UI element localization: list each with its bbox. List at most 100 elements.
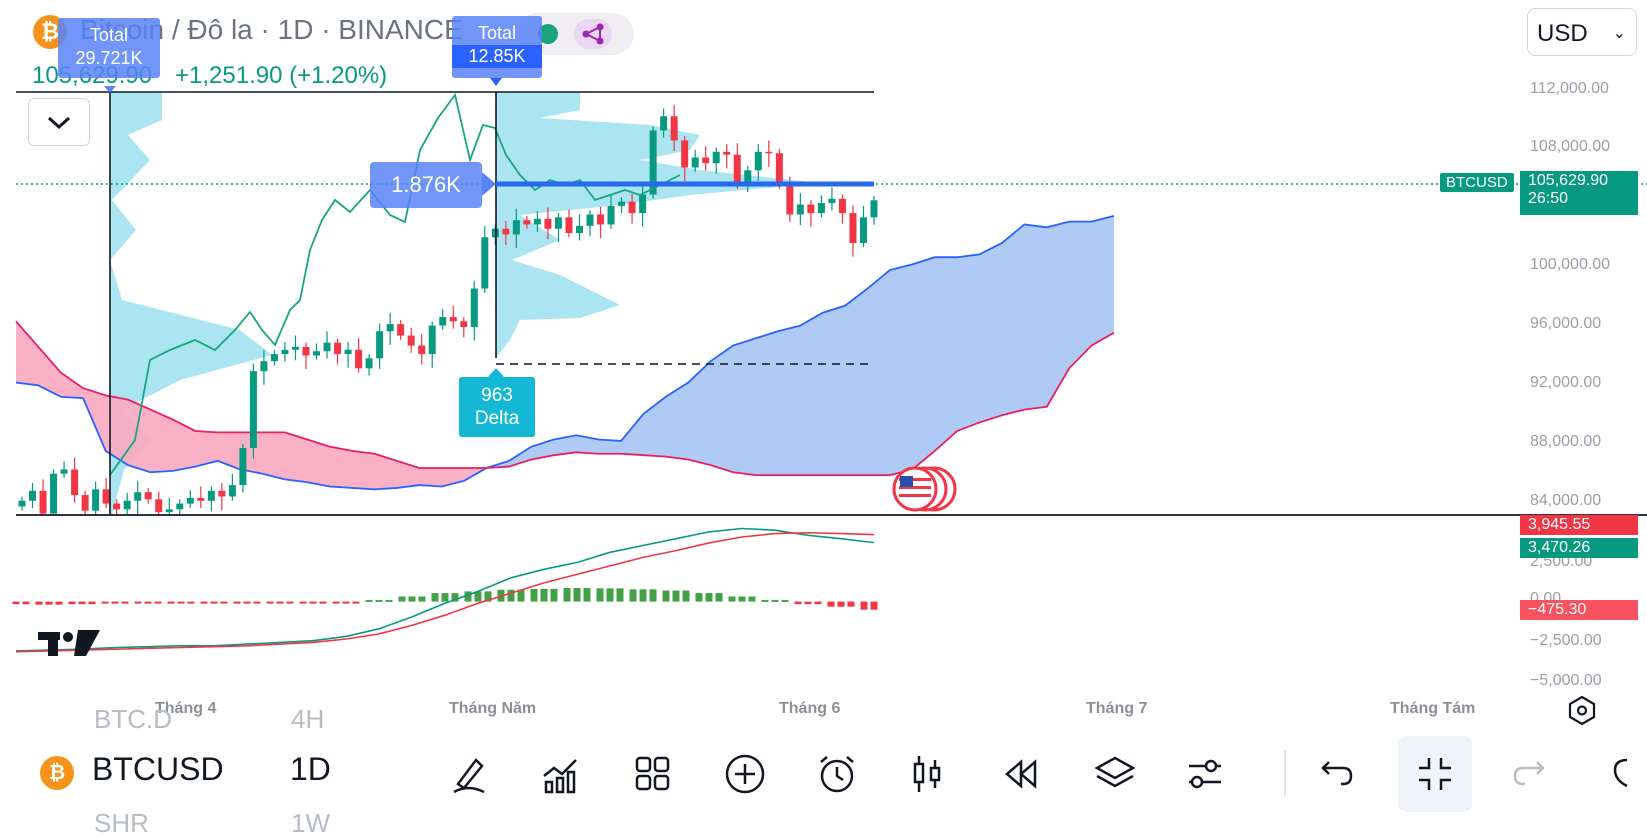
candle-body bbox=[786, 184, 794, 215]
candle-body bbox=[50, 473, 58, 514]
rewind-icon bbox=[1005, 759, 1037, 789]
candle-body bbox=[765, 151, 773, 154]
macd-value-tag: 3,945.55 bbox=[1520, 515, 1638, 535]
total-right-marker bbox=[490, 78, 502, 86]
layers-icon bbox=[1094, 756, 1136, 788]
candle-body bbox=[218, 490, 226, 497]
share-icon[interactable] bbox=[574, 19, 612, 49]
macd-histogram-bar bbox=[761, 599, 769, 602]
delta-value: 963 bbox=[481, 385, 513, 406]
btc-logo-letter: ₿ bbox=[41, 19, 59, 44]
undo-button[interactable] bbox=[1298, 736, 1372, 812]
candle-body bbox=[744, 170, 752, 185]
total-left-box[interactable]: Total 29.721K bbox=[58, 18, 160, 78]
macd-histogram-bar bbox=[804, 601, 812, 605]
candle-body bbox=[60, 469, 68, 474]
candle-body bbox=[554, 217, 562, 229]
macd-histogram-bar bbox=[649, 589, 657, 602]
candle-body bbox=[365, 358, 373, 369]
candle-body bbox=[618, 201, 626, 206]
candle-body bbox=[702, 157, 710, 164]
macd-histogram-bar bbox=[814, 601, 822, 605]
candle-body bbox=[870, 200, 878, 218]
macd-histogram-bar bbox=[220, 601, 228, 604]
macd-histogram-bar bbox=[55, 601, 63, 605]
tv-logo-dot bbox=[63, 632, 73, 642]
indicators-button[interactable] bbox=[523, 736, 597, 812]
total-left-title: Total bbox=[89, 25, 129, 45]
time-tick: Tháng 7 bbox=[1086, 700, 1148, 717]
candle-body bbox=[407, 335, 415, 346]
candle-body bbox=[71, 469, 79, 496]
redo-button[interactable] bbox=[1494, 736, 1568, 812]
macd-histogram-bar bbox=[771, 599, 779, 602]
draw-button[interactable] bbox=[433, 736, 507, 812]
candle-body bbox=[597, 214, 605, 225]
candle-body bbox=[344, 349, 352, 355]
us-flag-events[interactable] bbox=[892, 466, 957, 512]
more-button[interactable] bbox=[1590, 736, 1630, 812]
alert-button[interactable] bbox=[800, 736, 874, 812]
settings-button[interactable] bbox=[1168, 736, 1242, 812]
currency-select[interactable]: USD ⌄ bbox=[1527, 8, 1637, 56]
candle-body bbox=[313, 351, 321, 356]
macd-histogram-bar bbox=[738, 596, 746, 602]
chevron-down-icon: ⌄ bbox=[1612, 25, 1626, 42]
price-tick: 100,000.00 bbox=[1530, 256, 1611, 273]
macd-histogram-bar bbox=[672, 590, 680, 602]
last-price-tag: 105,629.90 26:50 bbox=[1520, 171, 1638, 215]
histogram-value-tag: −475.30 bbox=[1520, 600, 1638, 620]
object-tree-button[interactable] bbox=[1076, 736, 1150, 812]
total-right-box[interactable]: Total 12.85K bbox=[452, 16, 542, 78]
chart-type-button[interactable] bbox=[892, 736, 966, 812]
candle-body bbox=[428, 325, 436, 355]
candle-body bbox=[639, 194, 647, 214]
candle-body bbox=[796, 204, 804, 215]
macd-histogram-bar bbox=[253, 601, 261, 604]
candle-body bbox=[18, 500, 26, 507]
macd-histogram-bar bbox=[111, 601, 119, 604]
delta-box[interactable]: 963 Delta bbox=[459, 377, 535, 437]
toolbar-btc-letter: ₿ bbox=[48, 762, 66, 784]
macd-histogram-bar bbox=[715, 593, 723, 602]
delta-line bbox=[109, 92, 681, 476]
toolbar-interval[interactable]: 1D bbox=[290, 751, 331, 787]
chart-settings-button[interactable] bbox=[1564, 692, 1600, 728]
macd-histogram-bar bbox=[286, 601, 294, 604]
lightbulb-icon bbox=[1613, 758, 1628, 788]
macd-histogram-bar bbox=[154, 601, 162, 604]
price-tick: 108,000.00 bbox=[1530, 138, 1611, 155]
macd-pane bbox=[12, 527, 878, 653]
candle-body bbox=[670, 116, 678, 141]
layouts-button[interactable] bbox=[616, 736, 690, 812]
macd-histogram-bar bbox=[233, 601, 241, 604]
candle-body bbox=[197, 497, 205, 501]
macd-histogram-bar bbox=[583, 588, 591, 602]
plus-circle-icon bbox=[725, 754, 765, 794]
candle-body bbox=[607, 205, 615, 225]
macd-histogram-bar bbox=[827, 601, 835, 607]
bar-countdown: 26:50 bbox=[1528, 190, 1569, 207]
volume-tag[interactable]: 1.876K bbox=[370, 162, 482, 208]
volume-tag-marker bbox=[482, 172, 496, 196]
grid-icon bbox=[635, 756, 670, 791]
replay-button[interactable] bbox=[984, 736, 1058, 812]
bottom-toolbar: BTC.D 4H SHR 1W ₿ BTCUSD 1D bbox=[16, 704, 1647, 838]
macd-histogram-bar bbox=[606, 588, 614, 602]
macd-histogram-bar bbox=[144, 601, 152, 604]
candle-body bbox=[207, 490, 215, 501]
candle-body bbox=[397, 324, 405, 336]
header-change: +1,251.90 (+1.20%) bbox=[175, 62, 388, 89]
legend-collapse-button[interactable] bbox=[28, 98, 90, 146]
macd-histogram-bar bbox=[398, 596, 406, 602]
fullscreen-exit-button[interactable] bbox=[1398, 736, 1472, 812]
add-button[interactable] bbox=[708, 736, 782, 812]
toolbar-symbol[interactable]: BTCUSD bbox=[92, 751, 224, 787]
macd-histogram-bar bbox=[243, 601, 251, 604]
macd-histogram-bar bbox=[441, 593, 449, 602]
symbol-price-tag: BTCUSD bbox=[1440, 173, 1514, 192]
macd-histogram-bar bbox=[408, 596, 416, 602]
candle-body bbox=[386, 324, 394, 332]
macd-histogram-bar bbox=[530, 588, 538, 602]
